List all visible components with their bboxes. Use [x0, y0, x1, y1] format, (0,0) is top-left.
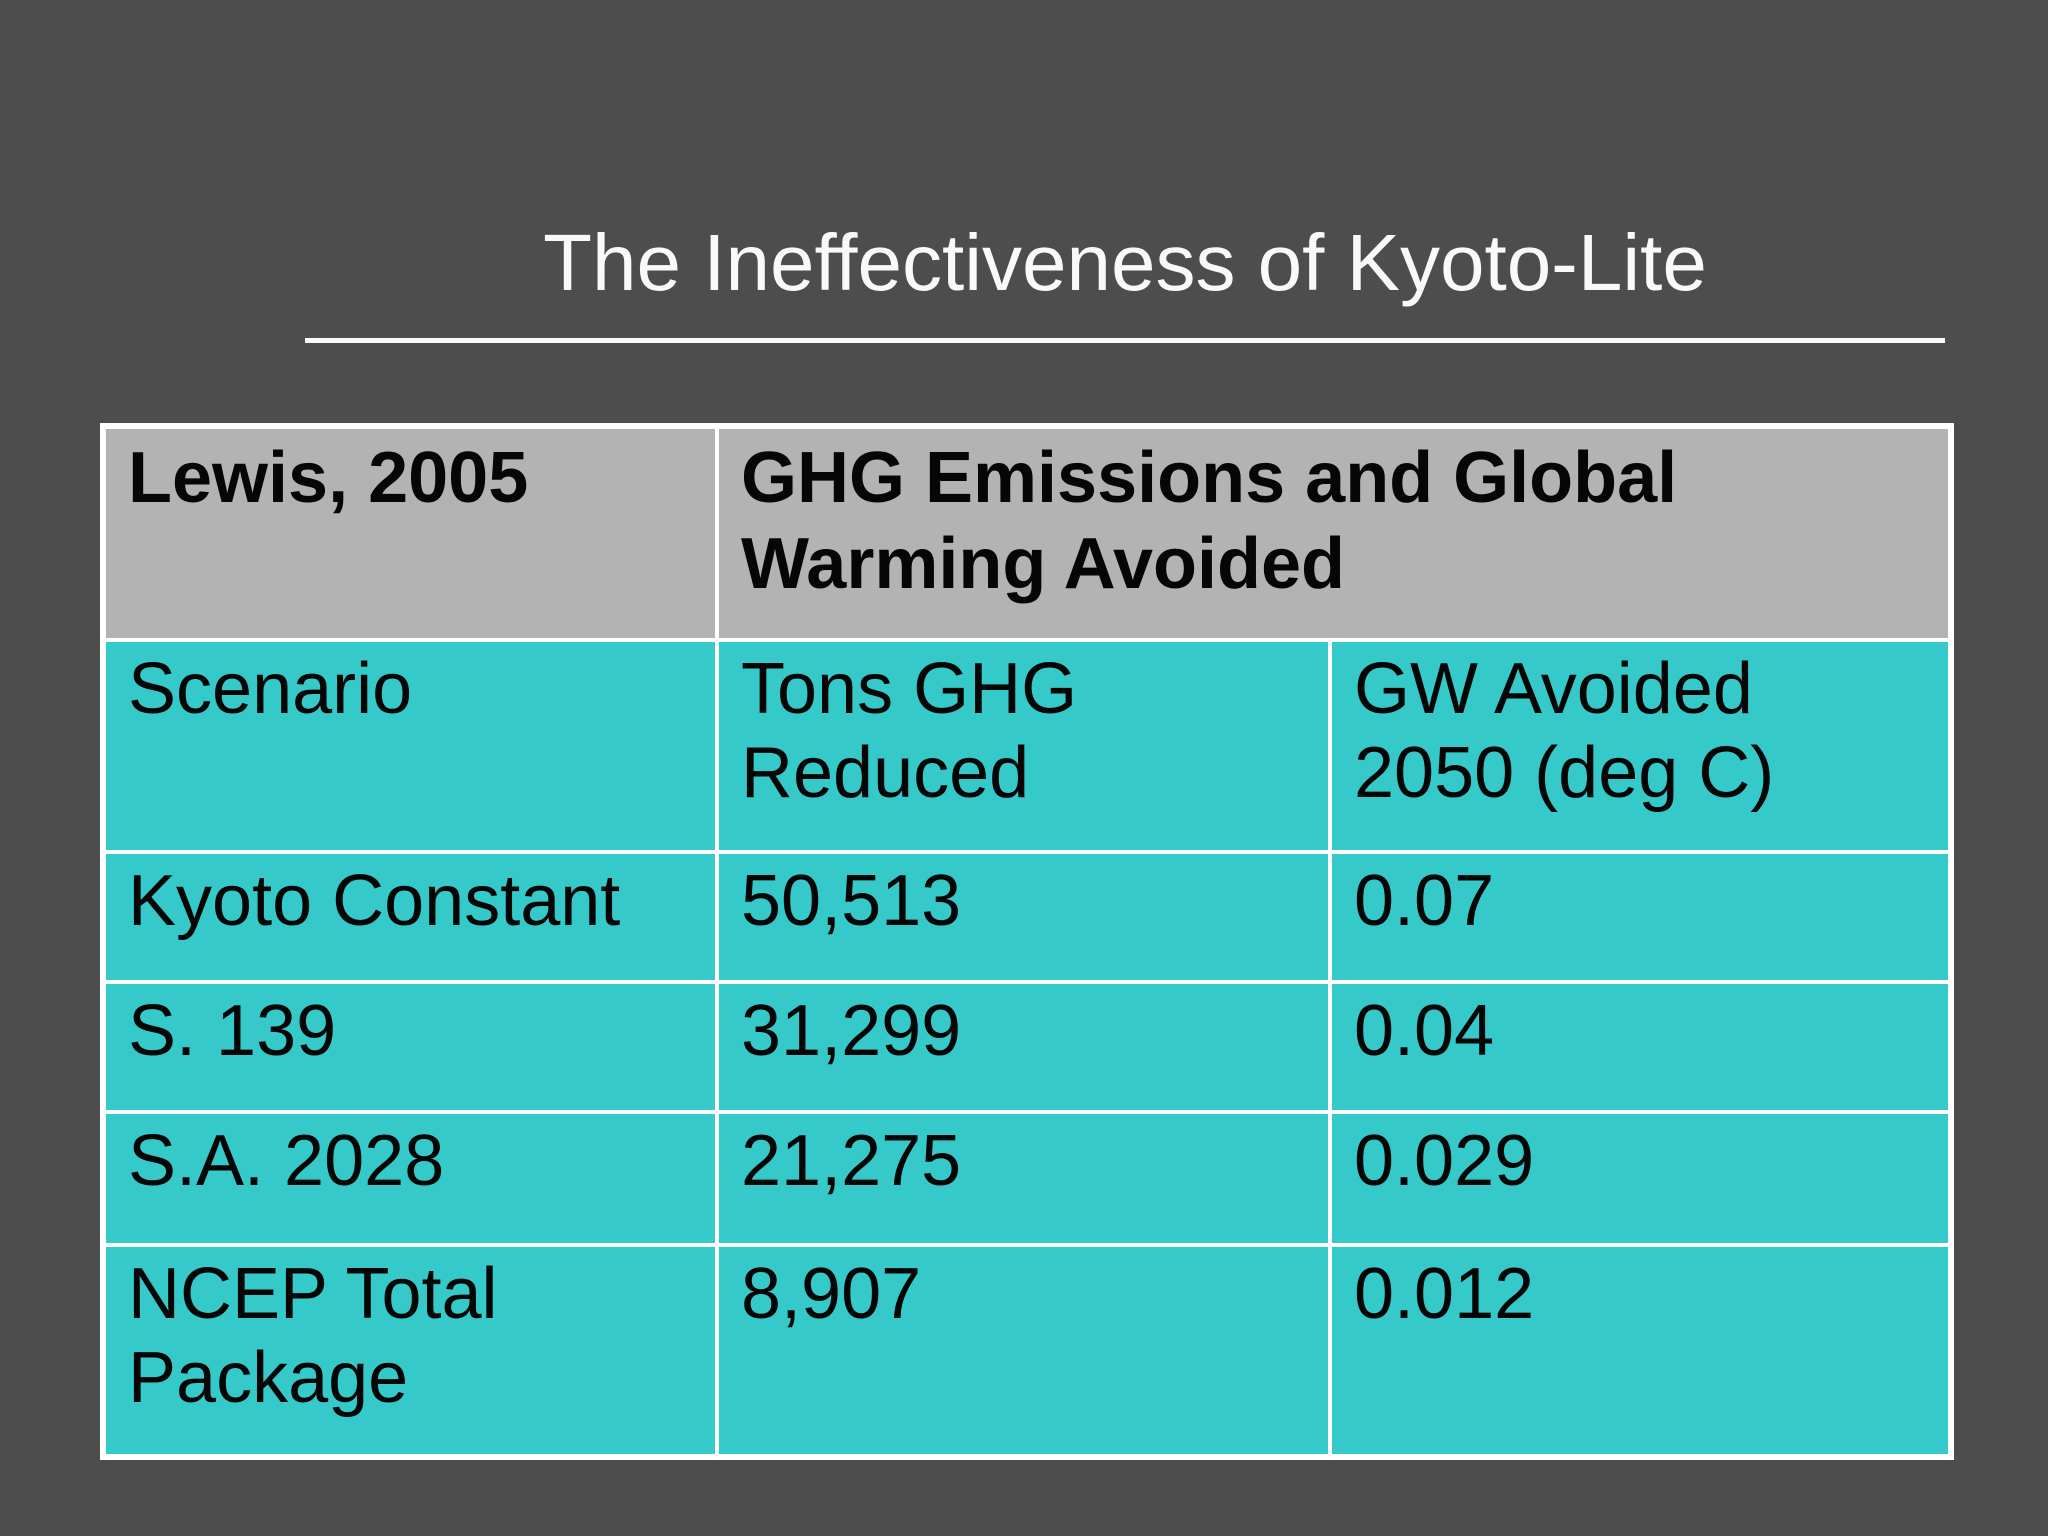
column-header-row: Scenario Tons GHG Reduced GW Avoided 205…: [101, 638, 1953, 854]
gw-avoided-cell: 0.04: [1328, 980, 1953, 1114]
col-header-gw-avoided: GW Avoided 2050 (deg C): [1328, 638, 1953, 854]
gw-avoided-cell: 0.012: [1328, 1243, 1953, 1459]
tons-ghg-cell: 50,513: [715, 850, 1332, 984]
col-header-tons-ghg-reduced: Tons GHG Reduced: [715, 638, 1332, 854]
table-row-kyoto-constant: Kyoto Constant 50,513 0.07: [101, 850, 1953, 984]
header-topic-cell: GHG Emissions and Global Warming Avoided: [715, 424, 1953, 642]
header-source-cell: Lewis, 2005: [101, 424, 719, 642]
col-header-scenario: Scenario: [101, 638, 719, 854]
data-table: Lewis, 2005 GHG Emissions and Global War…: [100, 423, 1954, 1460]
table-row-ncep-total-package: NCEP Total Package 8,907 0.012: [101, 1243, 1953, 1459]
title-underline: [305, 338, 1945, 343]
tons-ghg-cell: 21,275: [715, 1110, 1332, 1247]
scenario-cell: Kyoto Constant: [101, 850, 719, 984]
table-row-sa2028: S.A. 2028 21,275 0.029: [101, 1110, 1953, 1247]
scenario-cell: S. 139: [101, 980, 719, 1114]
tons-ghg-cell: 31,299: [715, 980, 1332, 1114]
table-header-row: Lewis, 2005 GHG Emissions and Global War…: [101, 424, 1953, 642]
scenario-cell: S.A. 2028: [101, 1110, 719, 1247]
scenario-cell: NCEP Total Package: [101, 1243, 719, 1459]
gw-avoided-cell: 0.029: [1328, 1110, 1953, 1247]
gw-avoided-cell: 0.07: [1328, 850, 1953, 984]
tons-ghg-cell: 8,907: [715, 1243, 1332, 1459]
page-title: The Ineffectiveness of Kyoto-Lite: [543, 218, 1707, 307]
table-row-s139: S. 139 31,299 0.04: [101, 980, 1953, 1114]
